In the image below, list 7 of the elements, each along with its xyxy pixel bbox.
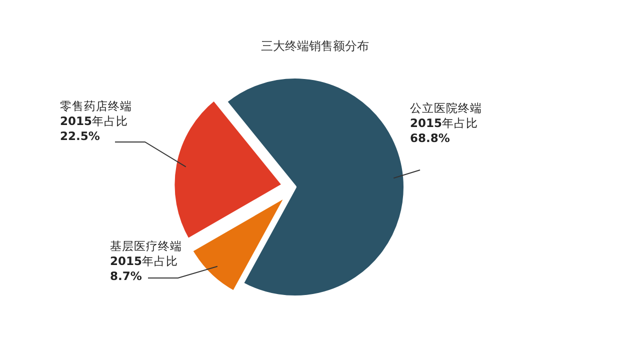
chart-title: 三大终端销售额分布 <box>261 39 369 53</box>
slice-label: 零售药店终端 <box>60 99 132 113</box>
slice-label: 基层医疗终端 <box>110 239 182 253</box>
data-label: 2015年占比 68.8% <box>410 116 478 145</box>
slice-label: 公立医院终端 <box>410 101 482 115</box>
data-label: 2015年占比 8.7% <box>110 254 178 283</box>
data-label: 2015年占比 22.5% <box>60 114 128 143</box>
